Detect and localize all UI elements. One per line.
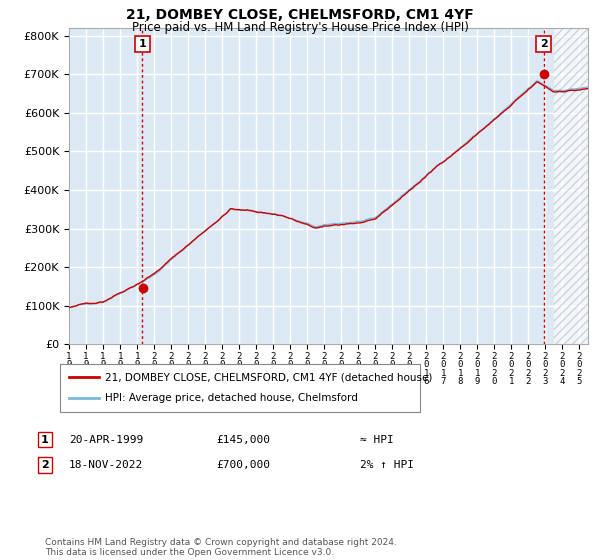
21, DOMBEY CLOSE, CHELMSFORD, CM1 4YF (detached house) xyxy=(116,290,124,296)
HPI: Average price, detached house, Chelmsford: (2.01e+03, 3.16e+05): Average price, detached house, Chelmsfor… xyxy=(346,220,353,226)
21, DOMBEY CLOSE, CHELMSFORD, CM1 4YF (detached house) xyxy=(172,251,179,258)
Text: £700,000: £700,000 xyxy=(216,460,270,470)
Bar xyxy=(554,28,588,344)
21, DOMBEY CLOSE, CHELMSFORD, CM1 4YF (detached house) xyxy=(449,151,457,157)
Text: 2: 2 xyxy=(41,460,49,470)
HPI: Average price, detached house, Chelmsford: (2e+03, 1.33e+05): Average price, detached house, Chelmsfor… xyxy=(116,290,124,296)
HPI: Average price, detached house, Chelmsford: (2e+03, 1.86e+05): Average price, detached house, Chelmsfor… xyxy=(154,269,161,276)
Text: £145,000: £145,000 xyxy=(216,435,270,445)
HPI: Average price, detached house, Chelmsford: (2.02e+03, 6.83e+05): Average price, detached house, Chelmsfor… xyxy=(533,78,541,85)
Line: 21, DOMBEY CLOSE, CHELMSFORD, CM1 4YF (detached house): 21, DOMBEY CLOSE, CHELMSFORD, CM1 4YF (d… xyxy=(69,82,588,307)
HPI: Average price, detached house, Chelmsford: (2e+03, 9.53e+04): Average price, detached house, Chelmsfor… xyxy=(65,304,73,311)
Text: 2% ↑ HPI: 2% ↑ HPI xyxy=(360,460,414,470)
HPI: Average price, detached house, Chelmsford: (2.02e+03, 4.94e+05): Average price, detached house, Chelmsfor… xyxy=(449,150,457,157)
21, DOMBEY CLOSE, CHELMSFORD, CM1 4YF (detached house) xyxy=(421,175,428,181)
Text: 20-APR-1999: 20-APR-1999 xyxy=(69,435,143,445)
Text: 1: 1 xyxy=(139,39,146,49)
Text: 2: 2 xyxy=(540,39,547,49)
21, DOMBEY CLOSE, CHELMSFORD, CM1 4YF (detached house) xyxy=(154,268,161,274)
Text: HPI: Average price, detached house, Chelmsford: HPI: Average price, detached house, Chel… xyxy=(105,393,358,403)
HPI: Average price, detached house, Chelmsford: (2.03e+03, 6.67e+05): Average price, detached house, Chelmsfor… xyxy=(584,83,592,90)
Text: 21, DOMBEY CLOSE, CHELMSFORD, CM1 4YF (detached house): 21, DOMBEY CLOSE, CHELMSFORD, CM1 4YF (d… xyxy=(105,372,433,382)
Text: 1: 1 xyxy=(41,435,49,445)
21, DOMBEY CLOSE, CHELMSFORD, CM1 4YF (detached house) xyxy=(65,304,73,311)
HPI: Average price, detached house, Chelmsford: (2e+03, 2.29e+05): Average price, detached house, Chelmsfor… xyxy=(172,253,179,259)
Line: HPI: Average price, detached house, Chelmsford: HPI: Average price, detached house, Chel… xyxy=(69,81,588,307)
21, DOMBEY CLOSE, CHELMSFORD, CM1 4YF (detached house) xyxy=(346,221,353,227)
HPI: Average price, detached house, Chelmsford: (2.02e+03, 4.33e+05): Average price, detached house, Chelmsfor… xyxy=(421,174,428,180)
Text: 18-NOV-2022: 18-NOV-2022 xyxy=(69,460,143,470)
Text: ≈ HPI: ≈ HPI xyxy=(360,435,394,445)
21, DOMBEY CLOSE, CHELMSFORD, CM1 4YF (detached house) xyxy=(584,85,592,92)
Text: Price paid vs. HM Land Registry's House Price Index (HPI): Price paid vs. HM Land Registry's House … xyxy=(131,21,469,34)
Text: 21, DOMBEY CLOSE, CHELMSFORD, CM1 4YF: 21, DOMBEY CLOSE, CHELMSFORD, CM1 4YF xyxy=(126,8,474,22)
21, DOMBEY CLOSE, CHELMSFORD, CM1 4YF (detached house) xyxy=(533,78,541,85)
Text: Contains HM Land Registry data © Crown copyright and database right 2024.
This d: Contains HM Land Registry data © Crown c… xyxy=(45,538,397,557)
